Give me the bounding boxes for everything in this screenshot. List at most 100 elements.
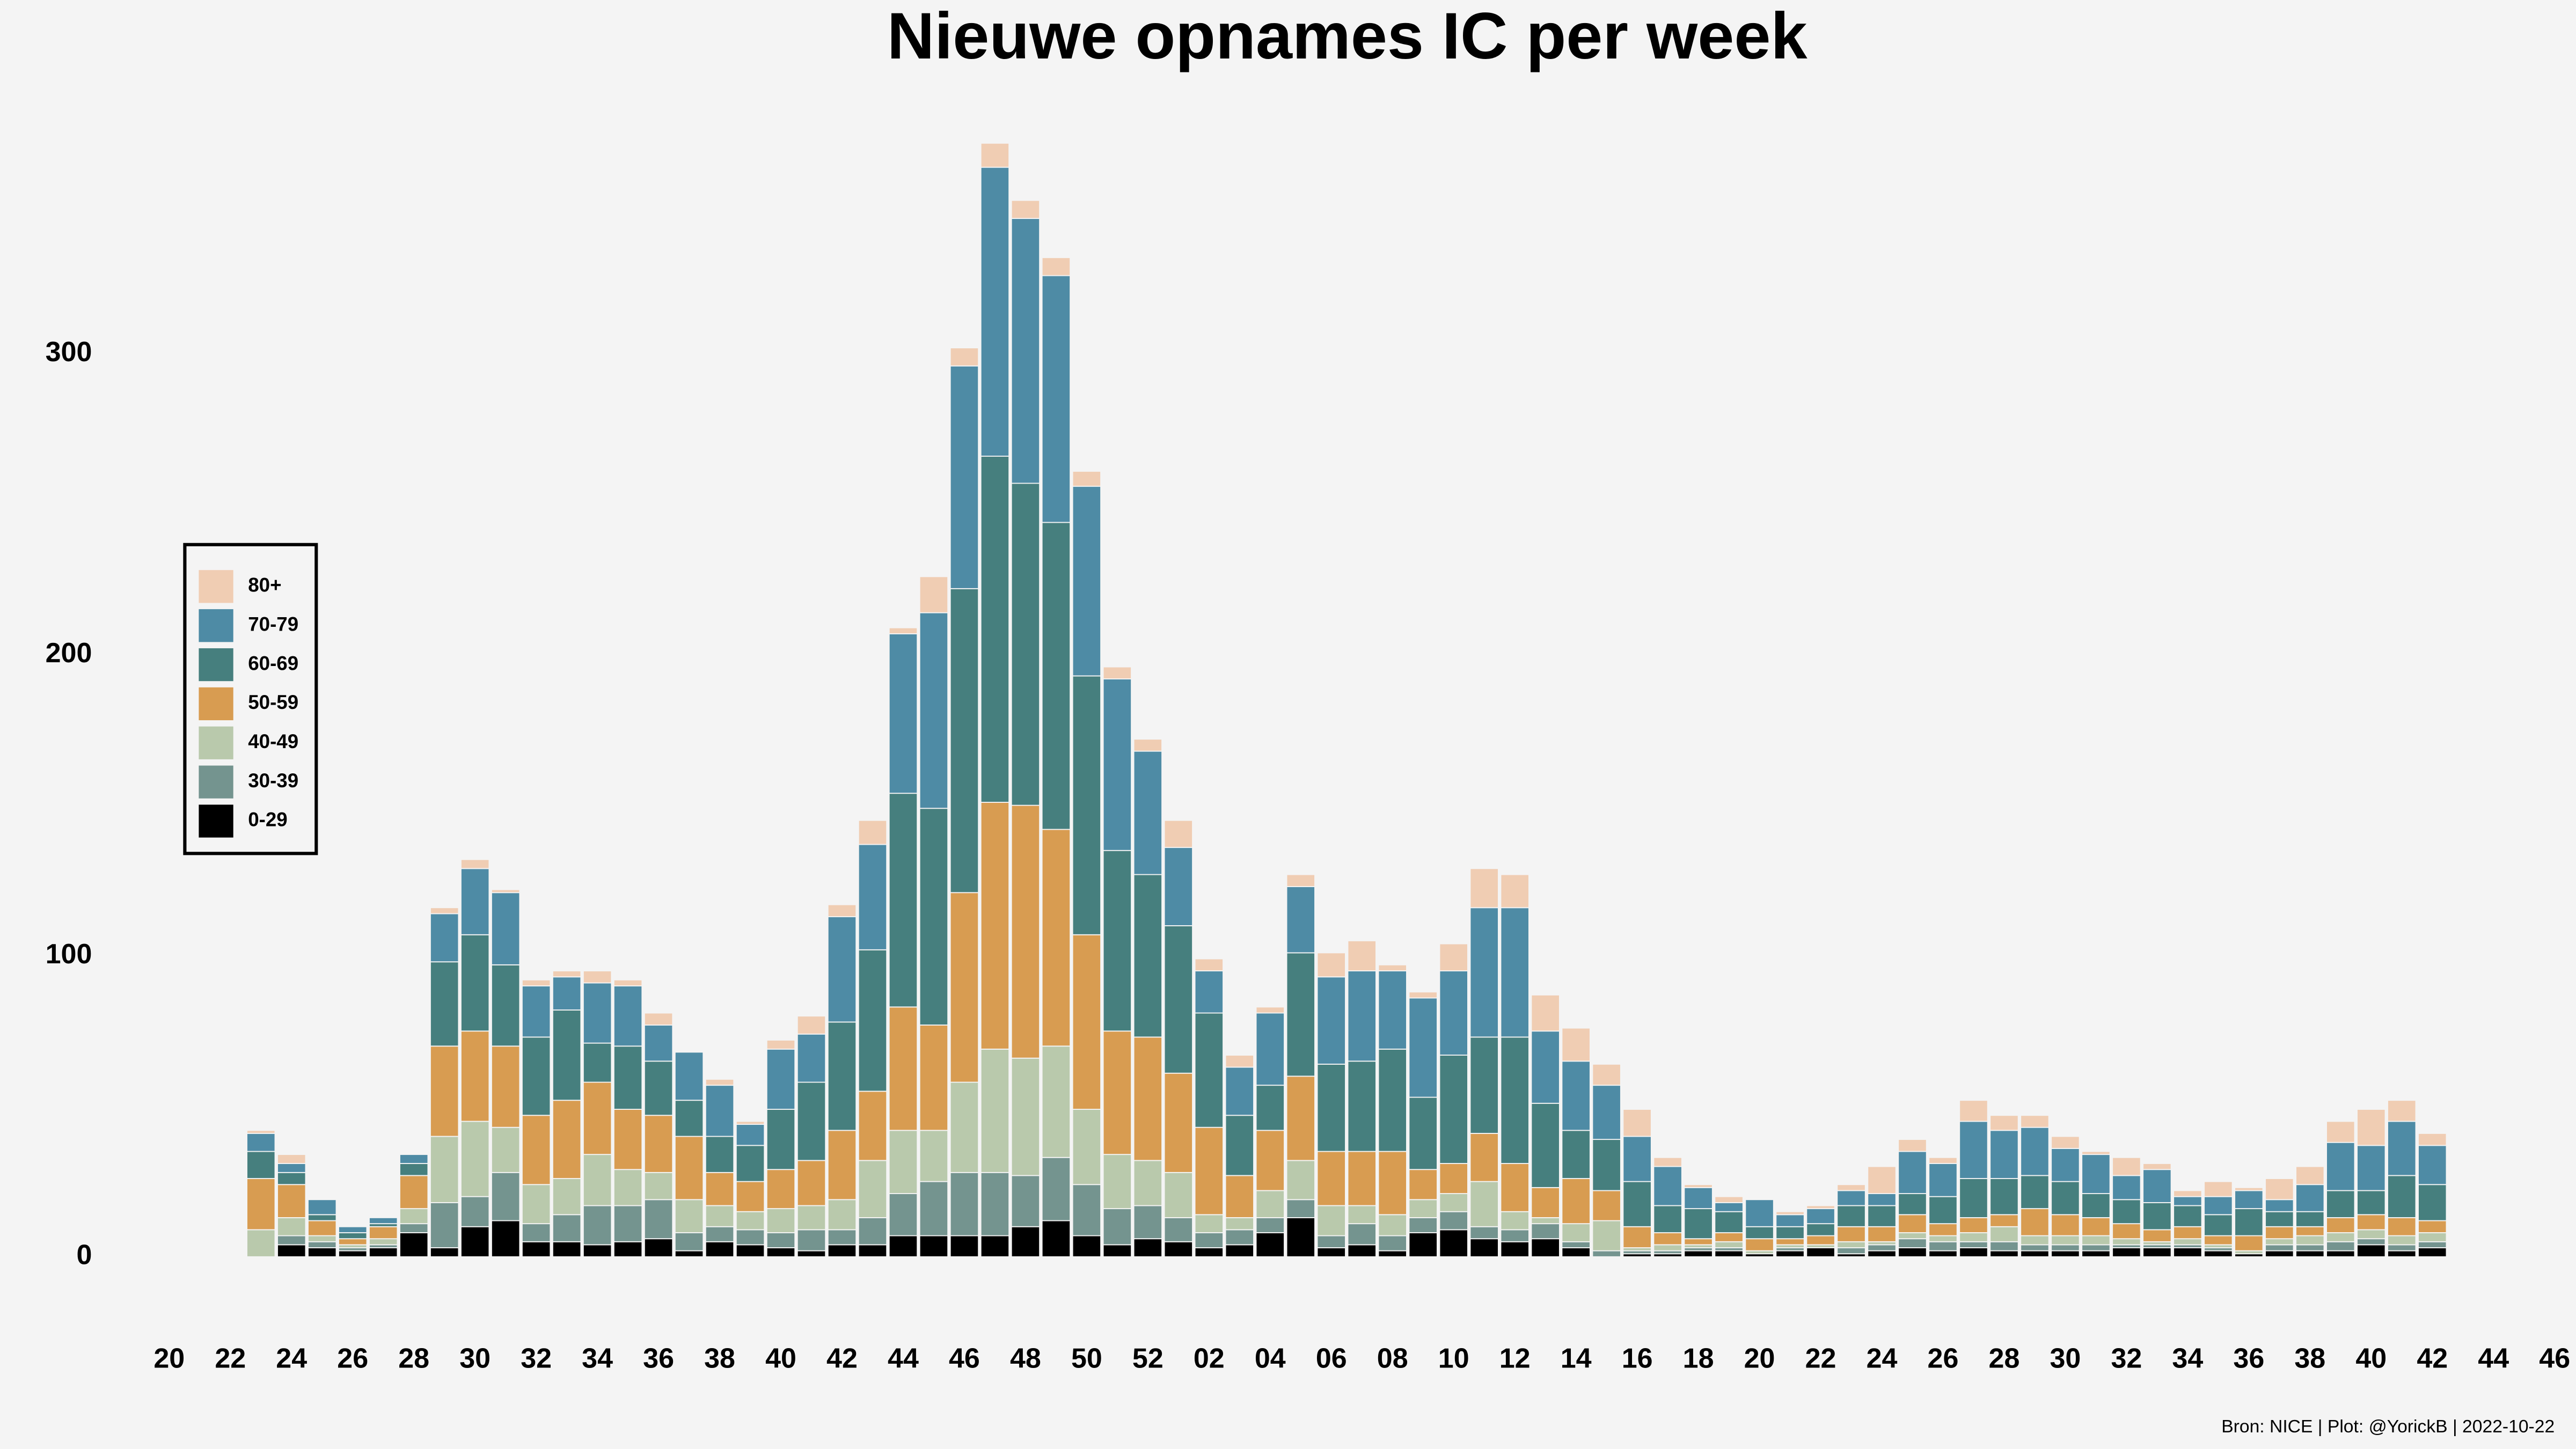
bar-segment	[1163, 1241, 1193, 1257]
bar-segment	[1102, 1244, 1132, 1257]
bar-segment	[2295, 1184, 2325, 1212]
bar-segment	[430, 1247, 459, 1257]
legend-label: 40-49	[248, 730, 298, 752]
bar-segment	[1194, 1214, 1224, 1233]
bar-segment	[796, 1250, 826, 1257]
bar-segment	[2173, 1205, 2202, 1227]
bar-segment	[246, 1132, 276, 1152]
bar-segment	[1163, 1172, 1193, 1218]
bar-segment	[1378, 1151, 1407, 1216]
bar-segment	[1408, 1199, 1438, 1218]
bar-segment	[2357, 1238, 2386, 1246]
x-tick-label: 42	[826, 1343, 858, 1374]
bar-segment	[1806, 1223, 1835, 1236]
bar-segment	[2326, 1190, 2355, 1218]
bar-segment	[705, 1205, 735, 1227]
bar-segment	[888, 633, 918, 794]
bar-segment	[1989, 1178, 2019, 1216]
x-tick-label: 40	[2355, 1343, 2387, 1374]
bar-segment	[2418, 1241, 2447, 1248]
bar-segment	[1989, 1241, 2019, 1252]
bar-segment	[1653, 1205, 1682, 1233]
bar-segment	[766, 1232, 796, 1248]
bar-segment	[1592, 1190, 1621, 1221]
bar-segment	[2112, 1199, 2141, 1225]
bar-segment	[1347, 970, 1377, 1062]
bar-segment	[2081, 1250, 2111, 1257]
bar-segment	[1225, 1244, 1254, 1257]
bar-segment	[674, 1051, 704, 1101]
bar-segment	[2112, 1157, 2141, 1176]
bar-segment	[2357, 1109, 2386, 1146]
bar-segment	[1469, 1181, 1499, 1227]
bar-segment	[2173, 1238, 2202, 1246]
bar-segment	[613, 1045, 643, 1110]
bar-segment	[2112, 1223, 2141, 1240]
x-tick-label: 38	[2294, 1343, 2325, 1374]
bar-segment	[2051, 1244, 2080, 1252]
bar-segment	[2204, 1181, 2233, 1197]
bar-segment	[2234, 1208, 2264, 1236]
bar-segment	[1898, 1139, 1927, 1152]
legend-swatch	[199, 804, 233, 838]
bar-segment	[1989, 1250, 2019, 1257]
x-tick-label: 18	[1683, 1343, 1714, 1374]
bar-segment	[1194, 1232, 1224, 1248]
bar-segment	[369, 1238, 398, 1246]
bar-segment	[1225, 1217, 1254, 1231]
bar-segment	[460, 1121, 490, 1197]
x-tick-label: 36	[643, 1343, 674, 1374]
bar-segment	[1898, 1151, 1927, 1194]
bar-segment	[522, 1115, 551, 1185]
x-tick-label: 42	[2417, 1343, 2448, 1374]
bar-segment	[2234, 1190, 2264, 1210]
bar-segment	[430, 1045, 459, 1137]
bar-segment	[2142, 1247, 2172, 1257]
legend-label: 70-79	[248, 613, 298, 635]
bar-segment	[1286, 952, 1315, 1077]
bar-segment	[582, 1205, 612, 1246]
bar-segment	[1531, 994, 1560, 1032]
bar-segment	[308, 1199, 337, 1216]
bar-segment	[2326, 1217, 2355, 1233]
bar-segment	[1439, 1055, 1468, 1164]
bar-segment	[1347, 1060, 1377, 1152]
bar-segment	[1928, 1241, 1958, 1252]
bar-segment	[613, 979, 643, 987]
bar-segment	[1255, 1130, 1285, 1191]
bar-segment	[1959, 1241, 1988, 1248]
bar-segment	[430, 961, 459, 1047]
x-tick-label: 12	[1499, 1343, 1531, 1374]
bar-segment	[827, 904, 857, 918]
bar-segment	[2142, 1202, 2172, 1231]
bar-segment	[1928, 1196, 1958, 1225]
bar-segment	[1041, 522, 1071, 830]
bar-segment	[399, 1175, 429, 1210]
bar-segment	[1194, 1247, 1224, 1257]
legend-box	[183, 543, 318, 855]
bar-segment	[858, 949, 888, 1092]
bar-segment	[2142, 1163, 2172, 1170]
legend-swatch	[199, 726, 233, 759]
bar-segment	[1500, 1241, 1529, 1257]
bar-segment	[888, 793, 918, 1008]
bar-segment	[643, 1024, 674, 1062]
bar-segment	[1653, 1232, 1682, 1246]
bar-segment	[552, 970, 582, 978]
bar-segment	[1775, 1226, 1805, 1240]
bar-segment	[1011, 482, 1041, 806]
bar-segment	[522, 1184, 551, 1225]
bar-segment	[1102, 1030, 1132, 1155]
bar-segment	[1592, 1250, 1621, 1257]
bar-segment	[766, 1048, 796, 1110]
bar-segment	[308, 1235, 337, 1242]
bar-segment	[2112, 1175, 2141, 1201]
bar-segment	[858, 819, 888, 845]
x-tick-label: 20	[153, 1343, 185, 1374]
bar-segment	[2326, 1141, 2355, 1191]
legend-swatch	[199, 765, 233, 799]
bar-segment	[246, 1151, 276, 1179]
bar-segment	[1531, 1223, 1560, 1240]
bar-segment	[2295, 1250, 2325, 1257]
bar-segment	[1806, 1205, 1835, 1210]
